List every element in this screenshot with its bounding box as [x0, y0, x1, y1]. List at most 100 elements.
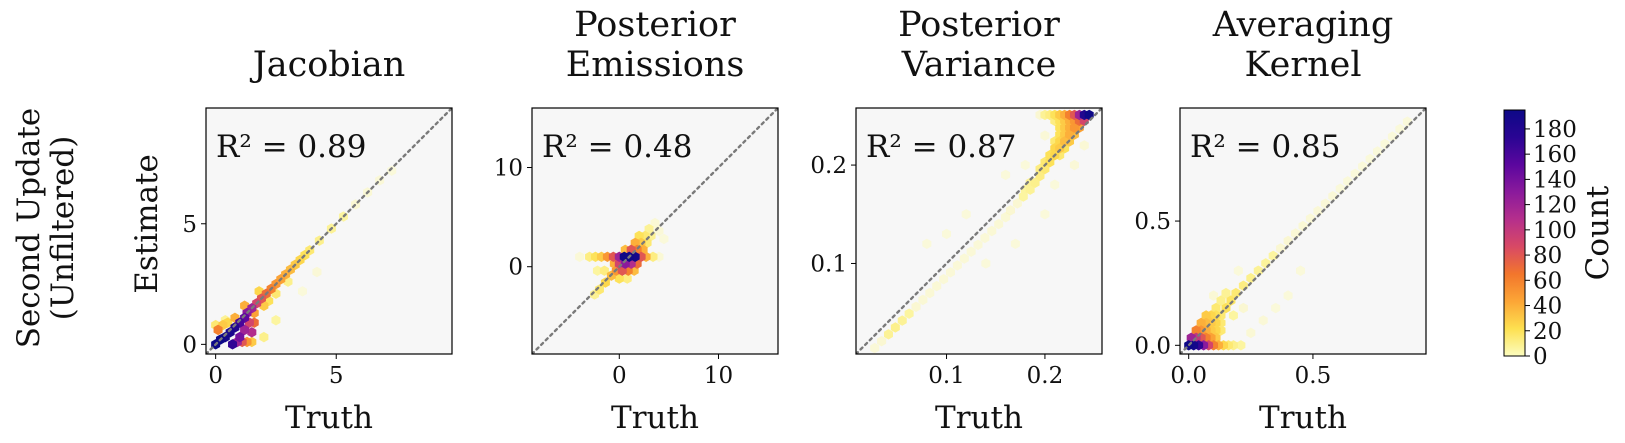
hexbin-cell [1040, 163, 1050, 175]
hexbin-cell [883, 329, 893, 340]
x-tick-label: 0.5 [1295, 363, 1332, 389]
colorbar-tick-label: 40 [1533, 294, 1562, 320]
colorbar-tick-label: 20 [1533, 319, 1562, 345]
hexbin-cell [271, 315, 281, 326]
hexbin-cell [1020, 159, 1030, 171]
hexbin-cell [594, 284, 604, 295]
y-tick-label: 10 [494, 156, 523, 182]
hexbin-cell [1283, 290, 1293, 301]
hexbin-cell [614, 273, 624, 284]
y-tick-label: 0.2 [810, 153, 847, 179]
hexbin-cell [659, 233, 669, 245]
colorbar-tick-label: 0 [1533, 344, 1548, 370]
hexbin-cell [911, 301, 921, 312]
r2-annotation: R² = 0.87 [866, 129, 1016, 165]
colorbar-label: Count [1580, 185, 1616, 280]
y-tick-label: 0 [182, 332, 197, 358]
panel-title-line: Variance [901, 45, 1057, 85]
hexbin-cell [1201, 310, 1211, 321]
hexbin-cell [1191, 325, 1201, 336]
hexbin-cell [1350, 168, 1360, 180]
hexbin-cell [904, 308, 914, 319]
y-tick-label: 0.1 [810, 251, 847, 277]
hexbin-cell [1387, 131, 1397, 142]
hexbin-cell [1258, 315, 1268, 326]
hexbin-cell [297, 286, 307, 297]
hexbin-cell [1328, 191, 1338, 202]
colorbar-gradient [1503, 109, 1526, 357]
hexbin-cell [1018, 191, 1028, 202]
hexbin-cell [959, 253, 969, 264]
y-tick-label: 5 [182, 212, 197, 238]
panel-title-line: Jacobian [250, 45, 406, 85]
hexbin-cell [897, 315, 907, 326]
x-axis-label: Truth [1259, 400, 1347, 436]
hexbin-cell [1001, 212, 1011, 223]
x-axis-label: Truth [935, 400, 1023, 436]
hexbin-cell [1045, 156, 1055, 168]
x-tick-label: 0 [612, 363, 627, 389]
hexbin-cell [1196, 317, 1206, 329]
r2-annotation: R² = 0.48 [542, 129, 692, 165]
x-tick-label: 0.0 [1170, 363, 1207, 389]
hexbin-cell [973, 239, 983, 250]
hexbin-cell [925, 287, 935, 299]
colorbar-tick-label: 60 [1533, 268, 1562, 294]
hexbin-cell [1246, 327, 1256, 339]
plot-frame [855, 107, 1103, 355]
hexbin-layer [206, 108, 452, 354]
hexbin-cell [1271, 302, 1281, 314]
hexbin-cell [622, 273, 632, 284]
x-tick-label: 10 [704, 363, 733, 389]
plot-frame [531, 107, 779, 355]
hexbin-cell [1221, 287, 1231, 299]
hexbin-cell [939, 274, 949, 285]
hexbin-cell [961, 209, 971, 220]
hexbin-cell [980, 232, 990, 244]
hexbin-cell [994, 218, 1004, 230]
hexbin-cell [1001, 169, 1011, 181]
hexbin-cell [648, 251, 658, 262]
hexbin-cell [1291, 228, 1301, 239]
row-label-line-2: (Unfiltered) [45, 136, 81, 321]
hexbin-cell [599, 265, 609, 276]
x-axis-label: Truth [611, 400, 699, 436]
hexbin-cell [922, 238, 932, 249]
hexbin-cell [870, 342, 880, 354]
panel-title-line: Posterior [898, 5, 1060, 45]
x-axis-label: Truth [285, 400, 373, 436]
hexbin-cell [592, 265, 602, 276]
hexbin-cell [1069, 159, 1079, 171]
hexbin-cell [1069, 122, 1079, 133]
colorbar-tick-label: 180 [1533, 117, 1577, 143]
hexbin-cell [228, 339, 238, 350]
hexbin-cell [1012, 198, 1022, 209]
hexbin-cell [1216, 295, 1226, 306]
x-tick-label: 0.2 [1027, 363, 1064, 389]
colorbar-tick-label: 160 [1533, 142, 1577, 168]
hexbin-cell [312, 266, 322, 278]
r2-annotation: R² = 0.89 [216, 129, 366, 165]
colorbar-tick-label: 80 [1533, 243, 1562, 269]
colorbar-tick-label: 120 [1533, 193, 1577, 219]
hexbin-cell [1236, 340, 1246, 351]
hexbin-cell [1238, 302, 1248, 314]
x-tick-label: 0.1 [928, 363, 965, 389]
y-tick-label: 0 [508, 255, 523, 281]
hexbin-cell [918, 294, 928, 306]
hexbin-cell [1231, 287, 1241, 299]
hexbin-cell [987, 225, 997, 237]
hexbin-cell [644, 223, 654, 235]
panel-title-line: Averaging [1212, 5, 1394, 45]
hexbin-cell [1050, 179, 1060, 190]
hexbin-cell [932, 280, 942, 292]
hexbin-cell [650, 217, 660, 229]
hexbin-cell [877, 336, 887, 347]
row-label: Second Update (Unfiltered) [11, 108, 81, 348]
y-axis-label: Estimate [129, 154, 165, 294]
hexbin-cell [213, 324, 223, 336]
